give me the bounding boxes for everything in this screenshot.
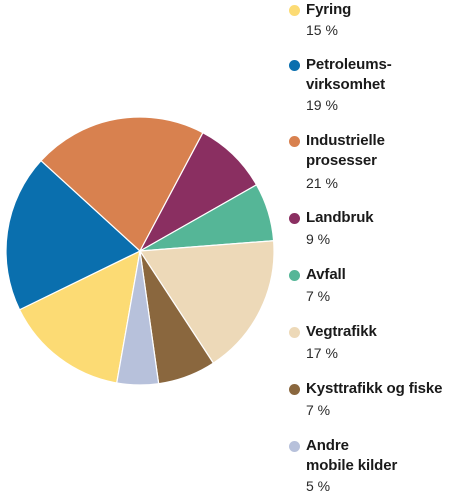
legend-value-andre-mobile-kilder: 5 % (306, 478, 331, 494)
legend-value-vegtrafikk: 17 % (306, 345, 338, 361)
legend-label-andre-mobile-kilder: Andre mobile kilder (306, 437, 398, 474)
pie-slice-fyring (18, 250, 141, 384)
legend-label-landbruk: Landbruk (306, 209, 374, 226)
legend-value-industrielle-prosesser: 21 % (306, 175, 338, 191)
legend-marker-petroleumsvirksomhet (289, 60, 300, 71)
legend-marker-landbruk (289, 213, 300, 224)
legend-label-fyring: Fyring (306, 1, 352, 18)
legend-value-petroleumsvirksomhet: 19 % (306, 97, 338, 113)
legend-label-avfall: Avfall (306, 266, 346, 283)
pie-slice-vegtrafikk (139, 240, 275, 364)
legend-label-kysttrafikk-og-fiske: Kysttrafikk og fiske (306, 380, 443, 397)
legend-value-landbruk: 9 % (306, 231, 331, 247)
legend-marker-industrielle-prosesser (289, 136, 300, 147)
legend-value-avfall: 7 % (306, 288, 331, 304)
legend-label-vegtrafikk: Vegtrafikk (306, 323, 377, 340)
legend-marker-avfall (289, 270, 300, 281)
legend-label-petroleumsvirksomhet: Petroleums- virksomhet (306, 56, 392, 93)
legend-label-industrielle-prosesser: Industrielle prosesser (306, 132, 385, 169)
legend-value-kysttrafikk-og-fiske: 7 % (306, 402, 331, 418)
legend-marker-vegtrafikk (289, 327, 300, 338)
legend-value-fyring: 15 % (306, 22, 338, 38)
legend-marker-fyring (289, 5, 300, 16)
legend-marker-kysttrafikk-og-fiske (289, 384, 300, 395)
pie-slice-andre-mobile-kilder (116, 250, 160, 386)
pie-slice-industrielle-prosesser (40, 116, 204, 252)
legend-marker-andre-mobile-kilder (289, 441, 300, 452)
pie-chart (5, 116, 275, 386)
pie-slice-petroleumsvirksomhet (5, 160, 141, 311)
